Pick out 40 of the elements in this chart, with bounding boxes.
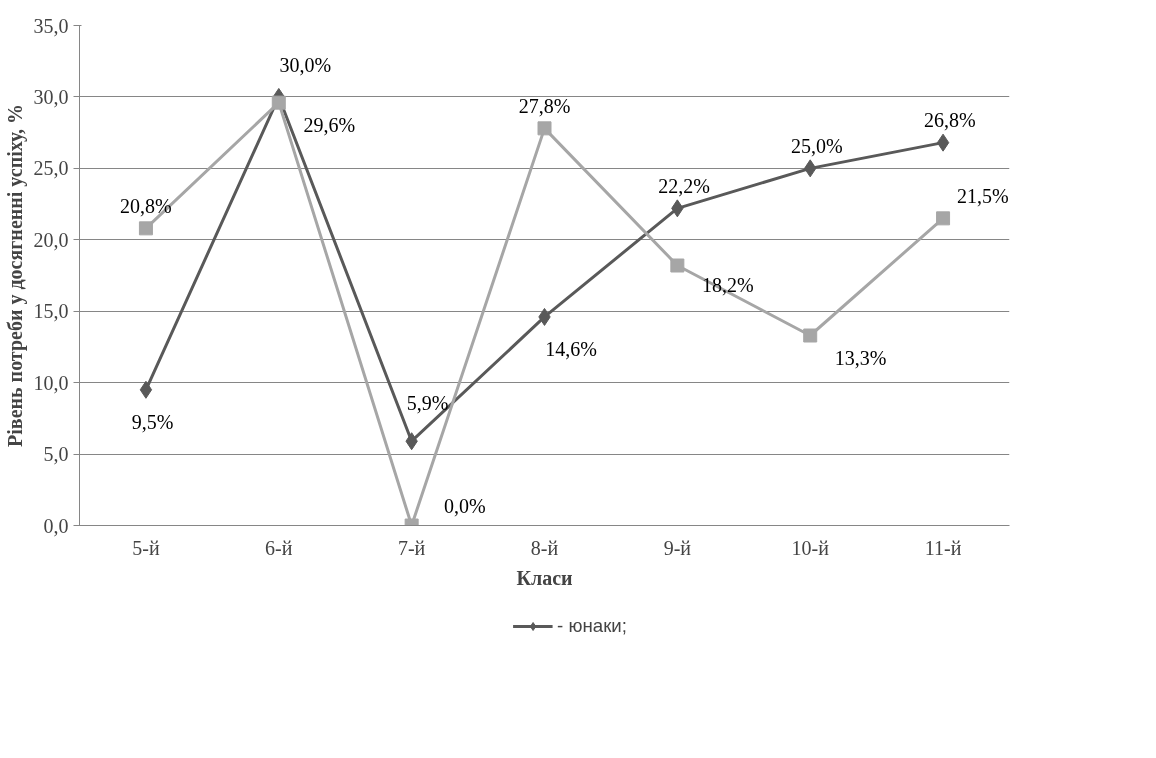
data-label: 21,5% <box>957 184 1009 207</box>
data-label: 14,6% <box>545 338 597 361</box>
y-tick-label: 5,0 <box>43 443 69 466</box>
point <box>271 95 286 110</box>
point <box>537 121 552 136</box>
y-tick-label: 10,0 <box>33 371 69 394</box>
data-label: 27,8% <box>518 94 571 117</box>
x-tick-label: 7-й <box>397 536 426 559</box>
y-tick-label: 25,0 <box>33 157 69 180</box>
y-tick-label: 35,0 <box>33 14 69 37</box>
data-label: 25,0% <box>791 134 843 157</box>
x-axis-title: Класи <box>516 566 573 589</box>
point <box>138 221 153 236</box>
x-tick-label: 9-й <box>663 536 692 559</box>
point <box>936 133 950 152</box>
data-label: 30,0% <box>279 53 332 76</box>
x-tick-label: 6-й <box>265 536 293 559</box>
y-tick-label: 15,0 <box>33 300 69 323</box>
point <box>670 258 685 273</box>
data-label: 0,0% <box>443 494 486 517</box>
data-label: 26,8% <box>923 109 976 132</box>
data-label: 9,5% <box>131 411 174 434</box>
x-tick-label: 11-й <box>924 536 962 559</box>
data-label: 18,2% <box>702 274 754 297</box>
data-label: 20,8% <box>120 194 172 217</box>
data-label: 29,6% <box>303 114 356 137</box>
y-axis-title: Рівень потреби у досягненні успіху, % <box>3 104 27 447</box>
x-tick-label: 5-й <box>132 536 160 559</box>
point <box>803 328 818 343</box>
data-label: 5,9% <box>406 392 449 415</box>
data-label: 22,2% <box>658 174 710 197</box>
point <box>936 211 951 226</box>
x-tick-label: 10-й <box>791 536 830 559</box>
point <box>139 380 153 399</box>
data-label: 13,3% <box>834 346 887 369</box>
legend-label: - юнаки; <box>557 615 627 637</box>
x-tick-label: 8-й <box>530 536 559 559</box>
y-tick-label: 20,0 <box>33 228 69 251</box>
y-tick-label: 30,0 <box>33 85 69 108</box>
y-tick-label: 0,0 <box>43 514 69 537</box>
